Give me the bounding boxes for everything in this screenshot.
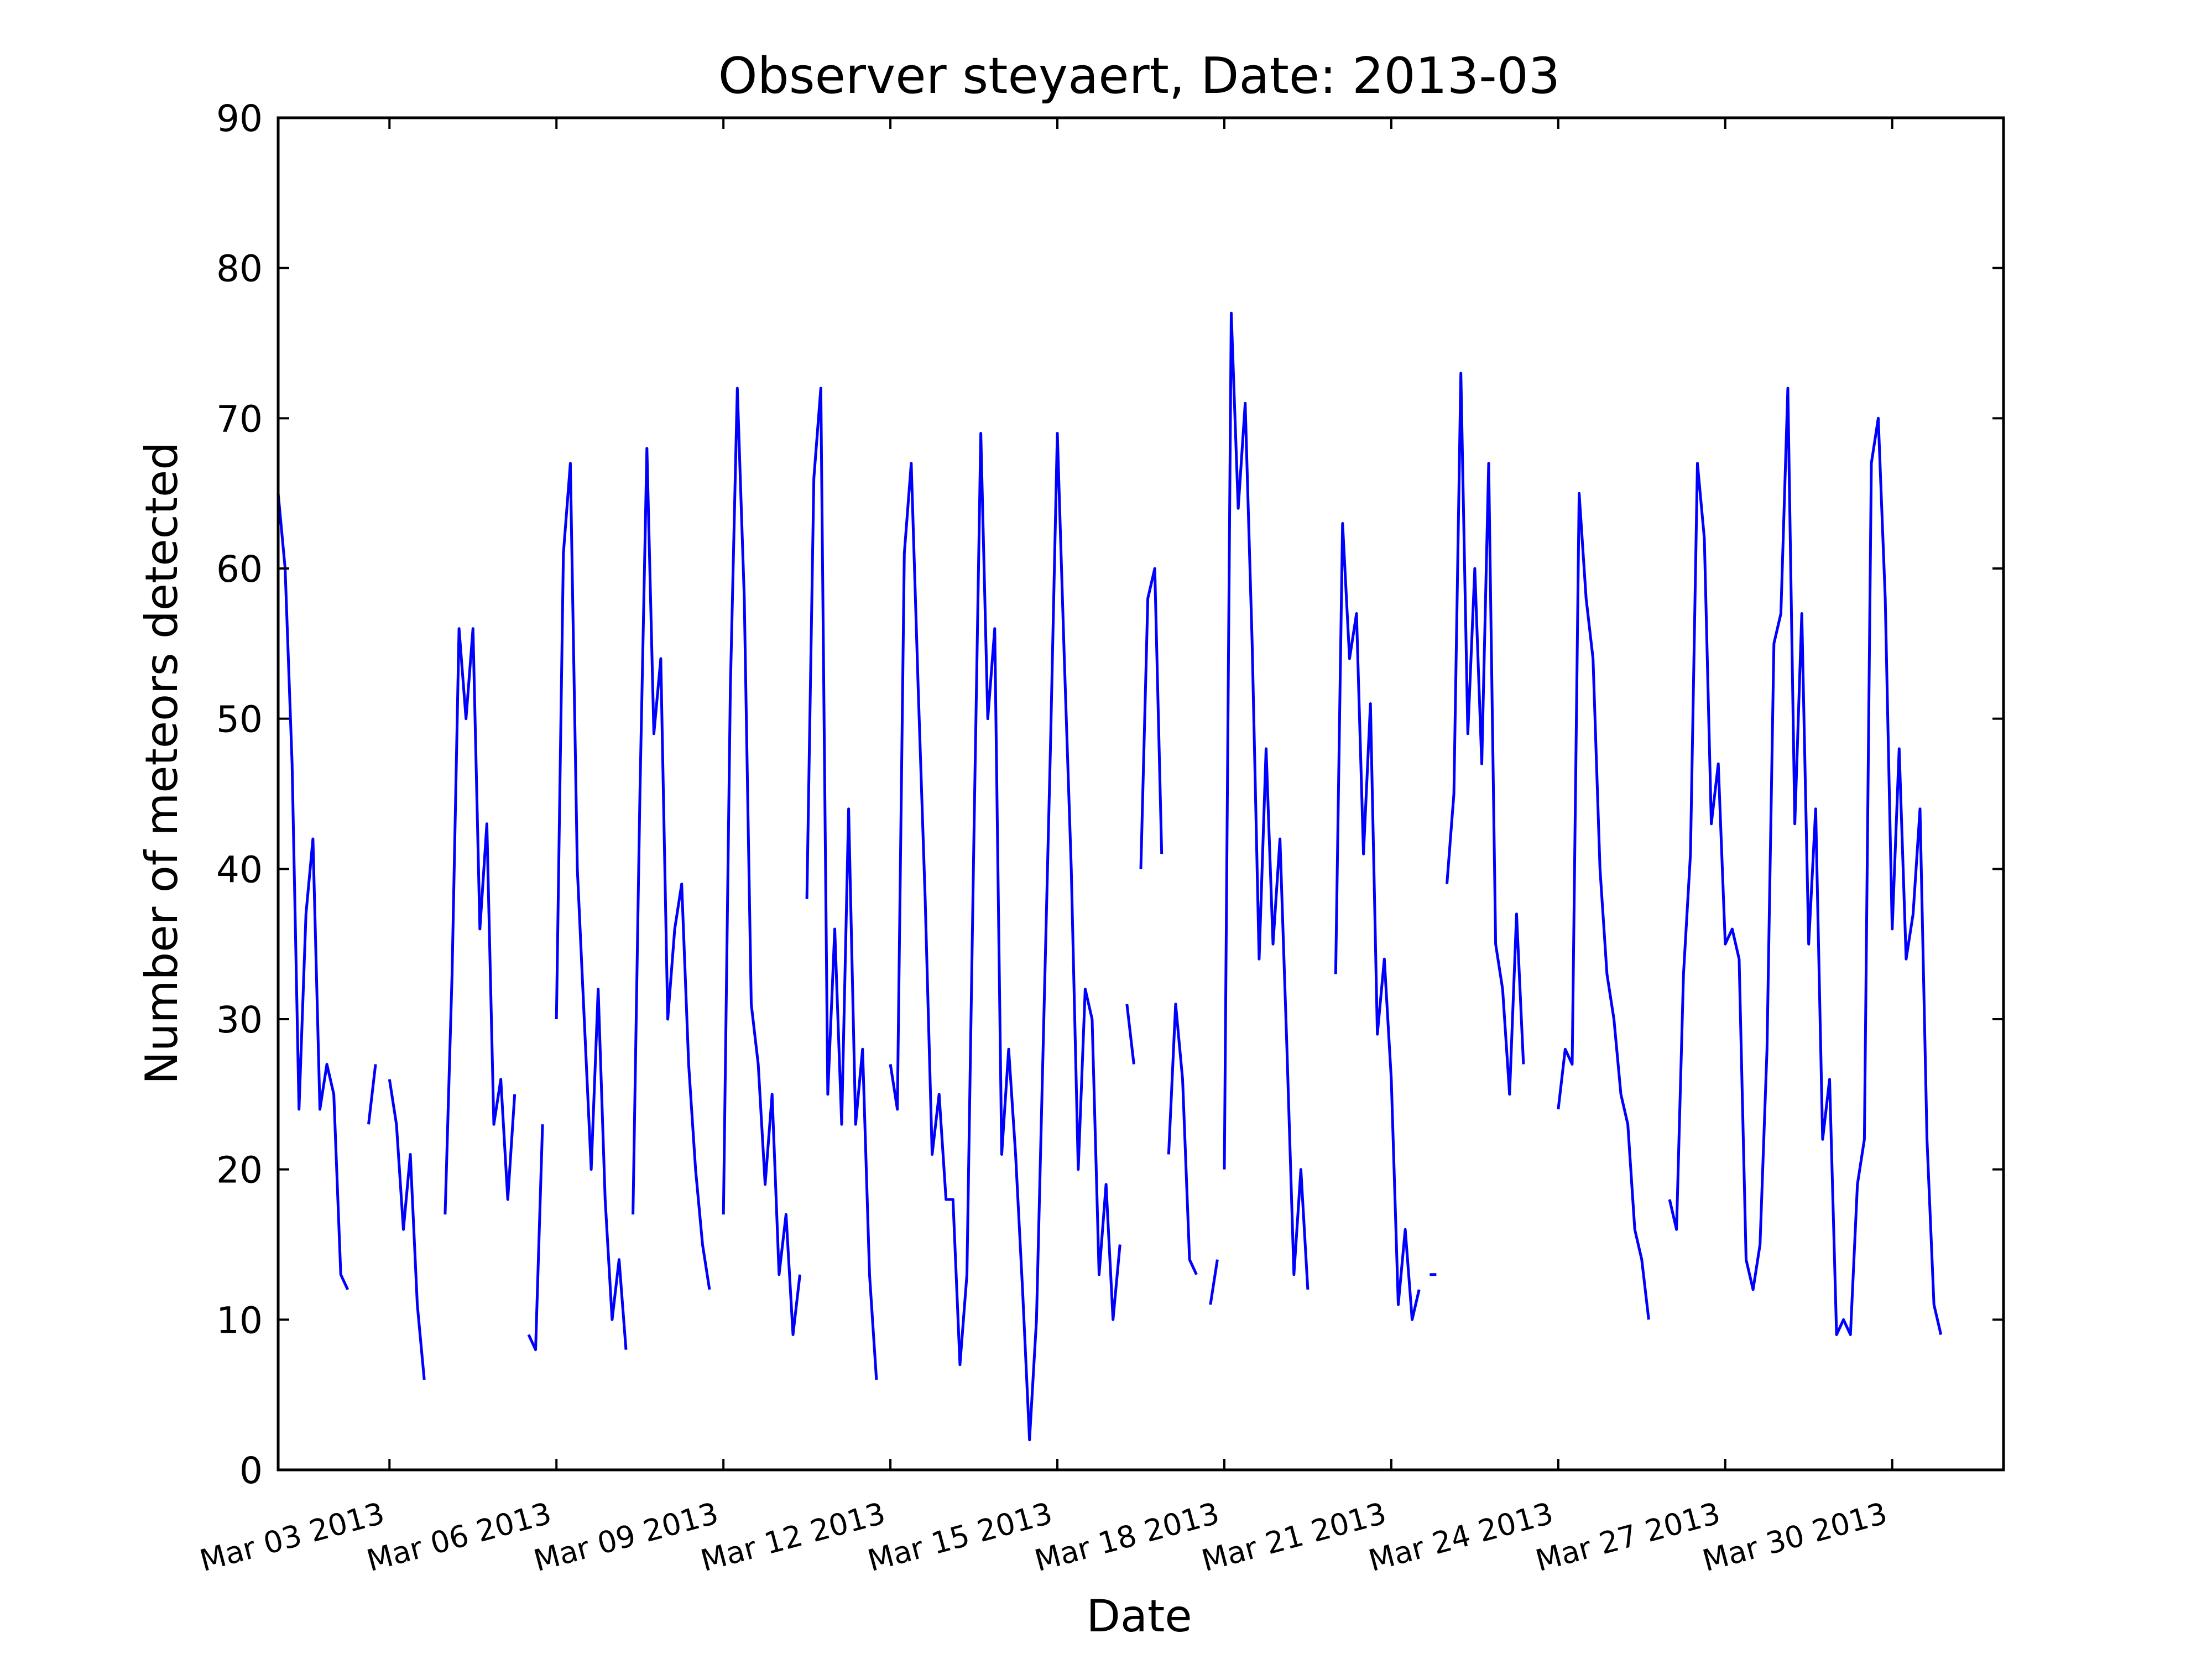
y-axis: 0 10 20 30 40 50 60 70 80 90 [216,97,2004,1492]
series-line-segment [1557,492,1650,1320]
y-tick-label: 50 [216,698,263,741]
y-tick-label: 70 [216,398,263,440]
series-line-segment [889,432,1121,1442]
series-layer [276,311,1943,1442]
chart-title: Observer steyaert, Date: 2013-03 [718,47,1560,105]
series-line-segment [1668,387,1943,1336]
series-line-segment [1125,1004,1135,1065]
y-tick-label: 80 [216,248,263,290]
series-line-segment [722,387,801,1336]
y-tick-label: 90 [216,97,263,140]
y-tick-label: 60 [216,548,263,591]
series-line-segment [555,462,628,1350]
series-line-segment [367,1064,377,1125]
y-tick-label: 0 [239,1449,263,1492]
x-axis-label: Date [1086,1590,1192,1642]
y-tick-label: 30 [216,999,263,1041]
series-line-segment [632,447,711,1290]
y-tick-label: 40 [216,848,263,891]
series-line-segment [527,1124,544,1352]
plot-frame [276,116,2005,1472]
series-line-segment [444,627,517,1215]
series-line-segment [276,493,349,1291]
series-line-segment [1209,1259,1219,1305]
y-axis-label: Number of meteors detected [136,442,187,1084]
series-line-segment [1334,522,1421,1321]
series-line-segment [1167,1003,1198,1275]
series-line-segment [1446,372,1525,1096]
y-tick-label: 10 [216,1299,263,1342]
series-line-segment [388,1079,426,1380]
y-tick-label: 20 [216,1149,263,1192]
series-line-segment [1139,567,1164,869]
series-line-segment [1223,311,1310,1290]
series-line-segment [805,387,878,1380]
